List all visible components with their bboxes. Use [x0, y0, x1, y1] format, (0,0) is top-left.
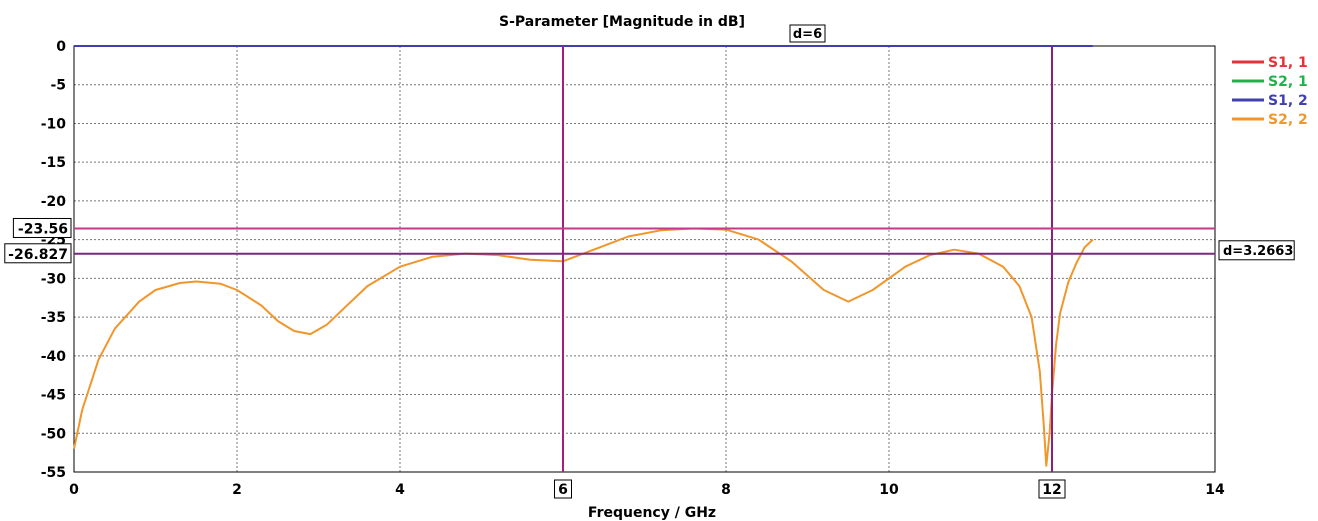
legend-entry: S2, 2 [1268, 112, 1308, 128]
vertical-marker-label-box [1038, 479, 1066, 499]
x-tick-label: 0 [69, 482, 79, 498]
horizontal-marker-label: -23.56 [18, 221, 68, 237]
y-tick-label: -40 [41, 349, 67, 365]
x-tick-label: 10 [879, 482, 899, 498]
vertical-marker-label: 6 [558, 482, 568, 498]
legend-entry: S1, 1 [1268, 55, 1308, 71]
series-lines [73, 45, 1094, 467]
legend: S1, 1 S2, 1 S1, 2 S2, 2 [1232, 55, 1308, 128]
y-tick-label: -55 [41, 465, 66, 481]
horizontal-marker-label: -26.827 [8, 247, 68, 263]
markers: 6 12 -23.56 -26.827 d=6 d=3.2663 [4, 24, 1295, 499]
y-tick-label: -15 [41, 155, 66, 171]
y-tick-label: -5 [50, 78, 66, 94]
horizontal-marker-label-box [4, 243, 72, 264]
delta-x-label: d=6 [793, 27, 822, 42]
delta-x-box [789, 24, 826, 43]
x-tick-label: 4 [395, 482, 405, 498]
series-line [73, 227, 1094, 467]
legend-entry: S1, 2 [1268, 93, 1308, 109]
delta-y-box [1218, 240, 1295, 261]
x-tick-label: 14 [1205, 482, 1225, 498]
vertical-marker-label: 12 [1042, 482, 1061, 498]
horizontal-marker-label-box [12, 217, 72, 238]
y-tick-label: -50 [41, 426, 67, 442]
delta-y-label: d=3.2663 [1223, 244, 1293, 259]
y-tick-label: -45 [41, 388, 66, 404]
y-tick-label: -20 [41, 194, 67, 210]
x-tick-label: 8 [721, 482, 731, 498]
vertical-marker-label-box [554, 479, 572, 499]
plot-area [73, 45, 1216, 473]
y-tick-label: -35 [41, 310, 66, 326]
y-tick-label: -10 [41, 116, 67, 132]
legend-entry: S2, 1 [1268, 74, 1308, 90]
grid [74, 46, 1215, 472]
y-tick-label: -30 [41, 271, 67, 287]
y-tick-label: 0 [56, 39, 66, 55]
chart-title: S-Parameter [Magnitude in dB] [499, 14, 745, 30]
x-axis-label: Frequency / GHz [588, 505, 716, 521]
x-tick-label: 2 [232, 482, 242, 498]
